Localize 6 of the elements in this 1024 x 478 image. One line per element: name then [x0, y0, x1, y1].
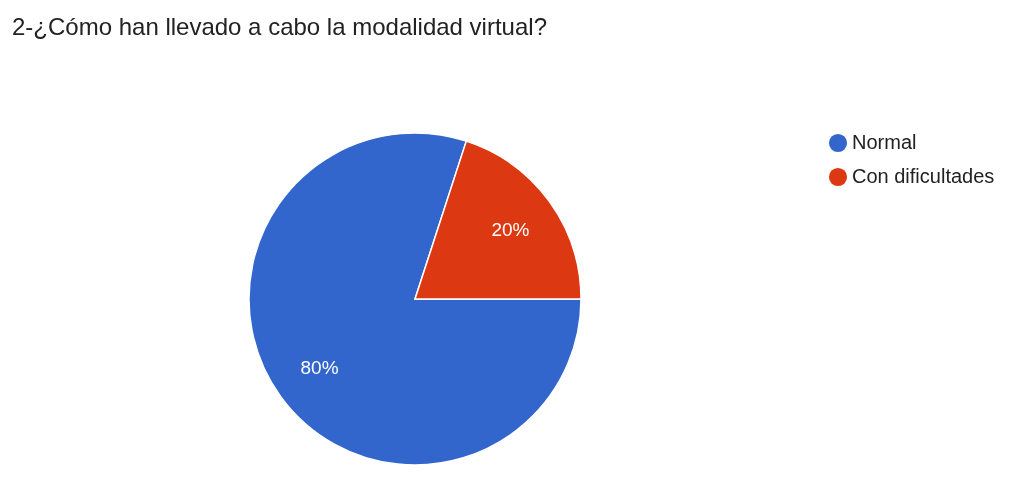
legend-label: Con dificultades	[852, 165, 995, 187]
data-label: 80%	[300, 357, 339, 379]
pie-slice	[248, 132, 582, 466]
legend-label: Normal	[852, 131, 917, 153]
data-label: 20%	[491, 218, 530, 240]
chart-title: 2-¿Cómo han llevado a cabo la modalidad virtual?	[12, 13, 547, 40]
